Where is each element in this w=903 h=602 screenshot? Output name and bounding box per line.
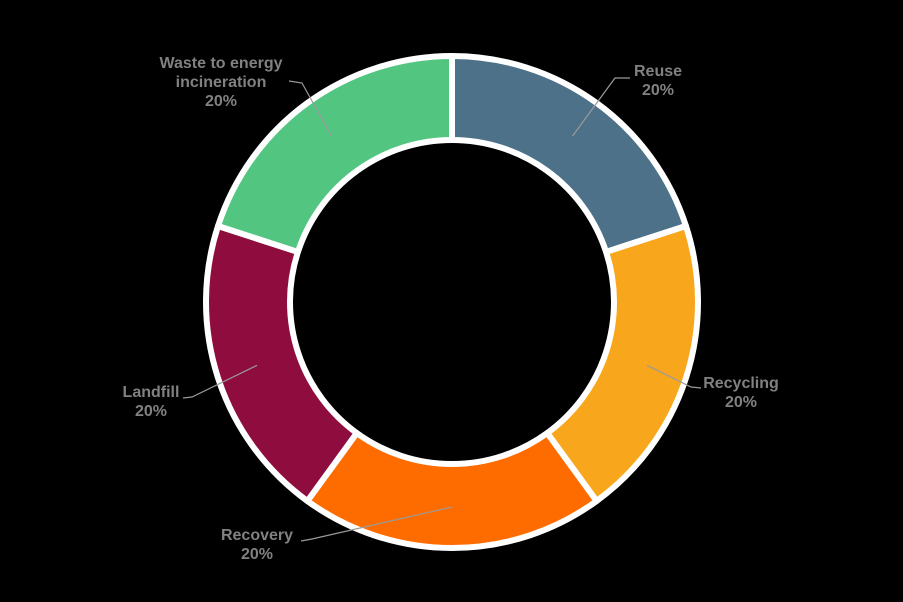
leader-line-waste-to-energy-incineration	[288, 80, 333, 137]
slice-label-line: 20%	[135, 403, 167, 420]
slice-label-line: 20%	[642, 82, 674, 99]
slice-label-line: 20%	[725, 394, 757, 411]
slice-label-line: Recovery	[221, 527, 293, 544]
slice-recovery	[304, 430, 600, 551]
leader-line-recycling	[646, 364, 702, 389]
slice-label-line: 20%	[205, 93, 237, 110]
slice-label-landfill: Landfill 20%	[123, 384, 180, 420]
leader-line-landfill	[182, 364, 258, 399]
slice-label-line: Landfill	[123, 384, 180, 401]
slice-label-line: incineration	[176, 74, 267, 91]
slice-label-reuse: Reuse 20%	[634, 63, 682, 99]
slice-label-line: Reuse	[634, 63, 682, 80]
slice-waste-to-energy-incineration	[215, 53, 455, 255]
leader-line-recovery	[300, 506, 453, 542]
slice-label-recovery: Recovery 20%	[221, 527, 293, 563]
slice-label-recycling: Recycling 20%	[703, 375, 779, 411]
slice-landfill	[203, 222, 360, 505]
slice-label-line: Recycling	[703, 375, 779, 392]
slice-label-line: 20%	[241, 546, 273, 563]
leader-line-reuse	[572, 77, 630, 137]
slice-label-line: Waste to energy	[160, 55, 283, 72]
slice-label-waste-to-energy-incineration: Waste to energy incineration 20%	[160, 55, 283, 110]
